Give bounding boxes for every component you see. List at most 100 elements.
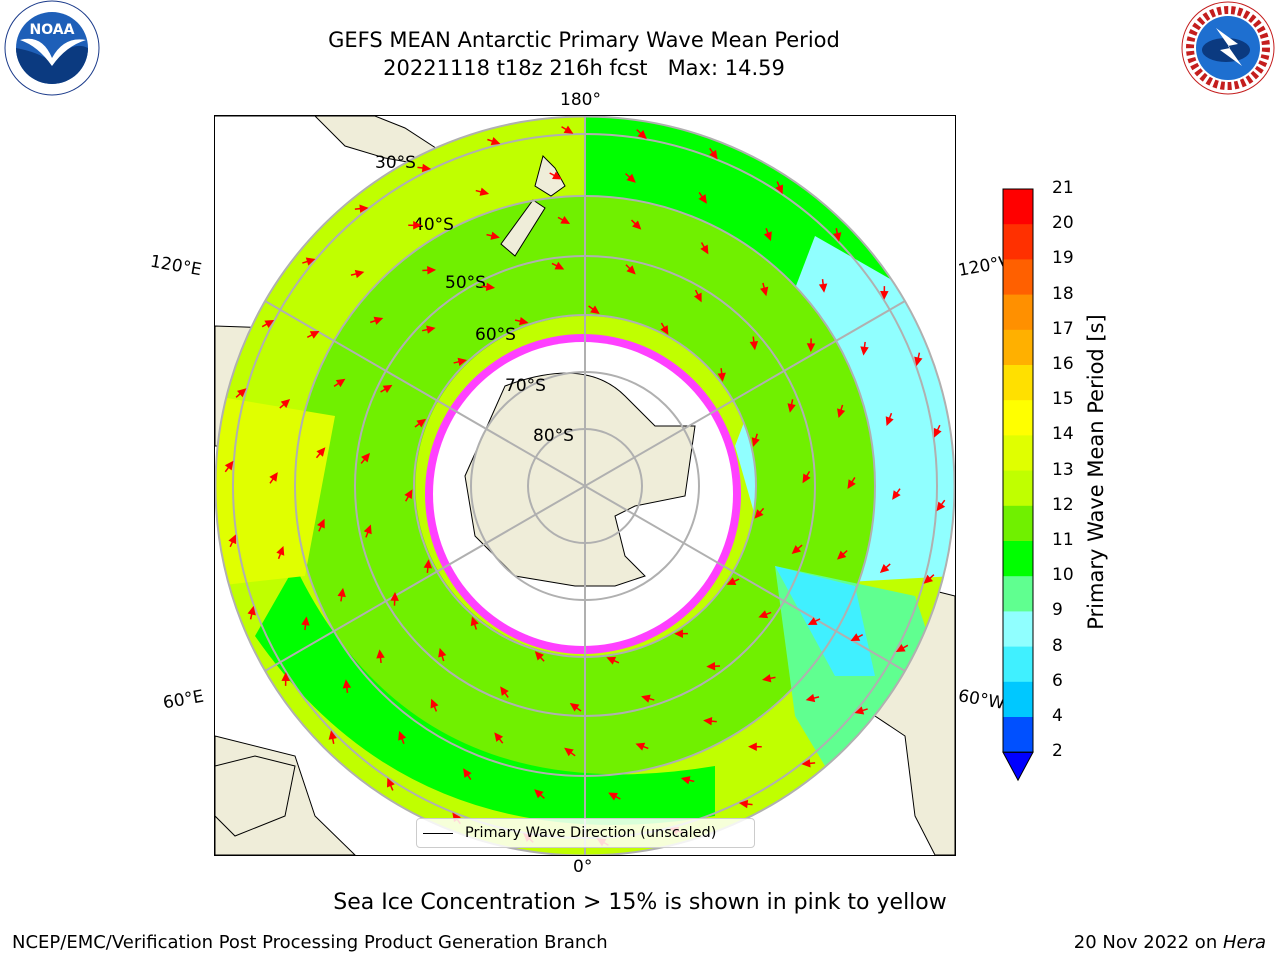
wave-arrow-head <box>264 319 275 328</box>
wave-arrow-head <box>635 742 646 751</box>
wave-arrow-head <box>479 187 490 196</box>
colorbar-tick-label: 9 <box>1052 600 1063 621</box>
wave-arrow-head <box>726 577 737 585</box>
wave-arrow-head <box>224 460 234 471</box>
colorbar-extend-arrow <box>1002 751 1034 782</box>
map-title: GEFS MEAN Antarctic Primary Wave Mean Pe… <box>328 28 840 52</box>
lon-label-180: 180° <box>560 90 601 110</box>
wave-arrow-head <box>748 742 757 751</box>
wave-arrow-head <box>806 343 816 353</box>
colorbar-tick-label: 21 <box>1052 178 1074 198</box>
wave-arrow-head <box>754 509 764 519</box>
nws-logo <box>1181 1 1275 95</box>
colorbar-segment <box>1003 717 1033 753</box>
wave-arrow-head <box>807 617 818 625</box>
wave-arrow-head <box>637 129 647 140</box>
wave-arrow-head <box>430 698 439 709</box>
lat-label-80s: 80°S <box>533 426 574 446</box>
wave-arrow-head <box>490 137 501 146</box>
wave-arrow-head <box>763 231 772 242</box>
wave-arrow-head <box>923 574 933 584</box>
wave-arrow-head <box>632 220 642 230</box>
colorbar-segment <box>1003 189 1033 225</box>
wave-arrow-head <box>560 216 571 224</box>
period-zone-11s-south <box>255 566 715 825</box>
wave-arrow-head <box>390 591 399 601</box>
period-zone-12s-ring <box>294 196 875 776</box>
sea-ice-note: Sea Ice Concentration > 15% is shown in … <box>333 890 947 915</box>
wave-arrow-head <box>608 792 618 801</box>
wave-arrow-head <box>698 194 707 204</box>
wave-arrow-head <box>438 647 447 658</box>
wave-arrow-head <box>801 759 811 768</box>
wave-direction-arrows <box>224 125 946 847</box>
wave-arrow-head <box>382 384 393 394</box>
colorbar-label: Primary Wave Mean Period [s] <box>1084 314 1108 630</box>
map-panel: 30°S 40°S 50°S 60°S 70°S 80°S <box>214 115 956 856</box>
wave-arrow-head <box>301 616 310 626</box>
wave-arrow-head <box>421 163 432 173</box>
wave-arrow-head <box>376 649 385 659</box>
colorbar-segment <box>1003 329 1033 366</box>
colorbar-segment <box>1003 435 1033 472</box>
wave-arrow-head <box>700 244 709 255</box>
wave-arrow-head <box>847 479 856 489</box>
colorbar-segment <box>1003 505 1033 542</box>
wave-arrow-head <box>361 452 370 463</box>
colorbar-segment <box>1003 611 1033 648</box>
wave-arrow-head <box>309 330 320 339</box>
colorbar-segment <box>1003 470 1033 507</box>
wave-arrow-head <box>519 316 529 326</box>
wave-arrow-head <box>805 693 816 703</box>
legend-label: Primary Wave Direction (unscaled) <box>465 825 717 841</box>
colorbar-tick-label: 20 <box>1052 213 1074 234</box>
wave-arrow-head <box>738 799 749 809</box>
colorbar-tick-label: 18 <box>1052 283 1074 304</box>
wave-arrow-head <box>328 730 337 740</box>
colorbar-segment <box>1003 576 1033 612</box>
wave-arrow-head <box>818 283 828 293</box>
colorbar-tick-label: 12 <box>1052 494 1074 515</box>
period-zone-13s-west <box>215 396 335 586</box>
wave-arrow-head <box>316 447 326 457</box>
colorbar-tick-label: 6 <box>1052 670 1063 691</box>
colorbar-tick-label: 14 <box>1052 424 1074 445</box>
wave-arrow-head <box>569 703 580 712</box>
wave-arrow-head <box>305 257 316 266</box>
colorbar-segment <box>1003 541 1033 577</box>
wave-arrow-head <box>363 524 372 535</box>
wave-arrow-head <box>554 261 565 270</box>
lat-label-50s: 50°S <box>445 273 486 293</box>
wave-arrow-head <box>276 545 285 556</box>
wave-arrow-head <box>463 768 472 778</box>
colorbar-tick-label: 17 <box>1052 318 1074 339</box>
wave-arrow-head <box>423 559 433 569</box>
colorbar-tick-label: 4 <box>1052 706 1063 726</box>
colorbar-segment <box>1003 259 1033 296</box>
madagascar-land <box>215 755 296 837</box>
wave-arrow-head <box>709 149 718 160</box>
colorbar-tick-label: 10 <box>1052 565 1074 586</box>
wave-arrow-head <box>833 232 842 242</box>
wave-arrow-head <box>760 286 769 297</box>
wave-arrow-head <box>879 564 890 574</box>
lat-label-60s: 60°S <box>475 325 516 345</box>
wave-arrow-head <box>563 125 574 134</box>
map-subtitle: 20221118 t18z 216h fcst Max: 14.59 <box>383 56 785 80</box>
wave-arrow-head <box>880 290 889 300</box>
colorbar-segment <box>1003 365 1033 401</box>
wave-arrow-head <box>758 610 769 619</box>
wave-arrow-head <box>606 656 617 665</box>
polar-map: 30°S 40°S 50°S 60°S 70°S 80°S <box>215 116 955 855</box>
wave-arrow-head <box>787 403 796 413</box>
wave-arrow-head <box>717 372 726 382</box>
colorbar <box>1002 188 1034 782</box>
wave-arrow-head <box>761 674 772 683</box>
colorbar-segment <box>1003 294 1033 331</box>
wave-arrow-head <box>885 416 894 427</box>
wave-arrow-head <box>247 605 256 616</box>
colorbar-frame <box>1002 188 1034 753</box>
wave-arrow-head <box>751 437 760 447</box>
wave-arrow-head <box>386 777 395 788</box>
wave-arrow-head <box>850 633 861 642</box>
